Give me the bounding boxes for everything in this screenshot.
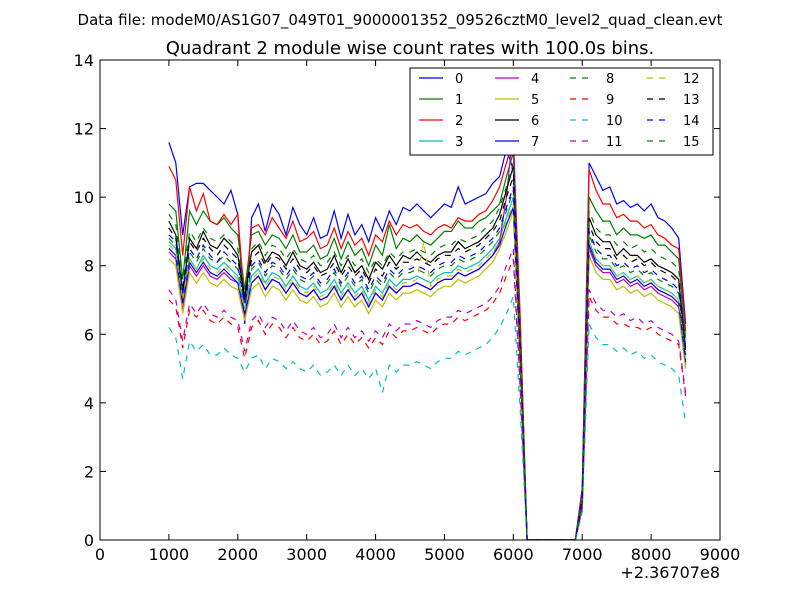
legend-label-11: 11 [606,135,623,150]
x-tick-label: 1000 [149,545,190,564]
y-tick-label: 8 [84,257,94,276]
legend-label-14: 14 [683,114,700,129]
series-layer [168,128,687,540]
series-line-15 [168,162,687,540]
x-tick-label: 3000 [286,545,327,564]
x-tick-label: 4000 [355,545,396,564]
y-tick-label: 10 [74,188,94,207]
x-tick-label: 6000 [493,545,534,564]
y-tick-label: 2 [84,462,94,481]
x-tick-label: 7000 [562,545,603,564]
y-tick-label: 4 [84,394,94,413]
legend-label-15: 15 [683,135,700,150]
x-tick-label: 5000 [424,545,465,564]
legend-label-4: 4 [531,72,539,87]
legend-label-13: 13 [683,93,700,108]
legend-label-2: 2 [455,114,463,129]
series-line-0 [168,142,687,540]
series-line-10 [168,296,687,540]
series-line-14 [168,186,687,540]
series-line-4 [168,128,687,540]
series-line-9 [168,258,687,540]
y-tick-label: 14 [74,51,94,70]
legend-label-10: 10 [606,114,623,129]
ticks-layer: 0 1000 2000 3000 4000 5000 6000 7000 8000 9000 0 2 4… [74,51,741,564]
legend-label-0: 0 [455,72,463,87]
legend-label-12: 12 [683,72,700,87]
series-line-11 [168,248,687,540]
legend-label-3: 3 [455,135,463,150]
chart-title: Quadrant 2 module wise count rates with … [166,38,655,59]
legend-label-9: 9 [606,93,614,108]
x-tick-label: 2000 [217,545,258,564]
legend-label-8: 8 [606,72,614,87]
x-tick-label: 8000 [631,545,672,564]
series-line-5 [168,210,687,540]
series-line-2 [168,138,687,540]
figure-suptitle: Data file: modeM0/AS1G07_049T01_90000013… [78,11,723,30]
series-line-13 [168,176,687,540]
x-tick-label: 9000 [700,545,741,564]
legend-label-5: 5 [531,93,539,108]
series-line-12 [168,203,687,540]
series-line-7 [168,207,687,540]
y-tick-label: 0 [84,531,94,550]
y-tick-label: 6 [84,325,94,344]
x-tick-label: 0 [95,545,105,564]
y-tick-label: 12 [74,120,94,139]
legend-label-1: 1 [455,93,463,108]
axes-frame [99,59,721,541]
legend-label-7: 7 [531,135,539,150]
x-axis-offset-label: +2.36707e8 [620,563,720,582]
legend-label-6: 6 [531,114,539,129]
series-line-1 [168,152,687,540]
